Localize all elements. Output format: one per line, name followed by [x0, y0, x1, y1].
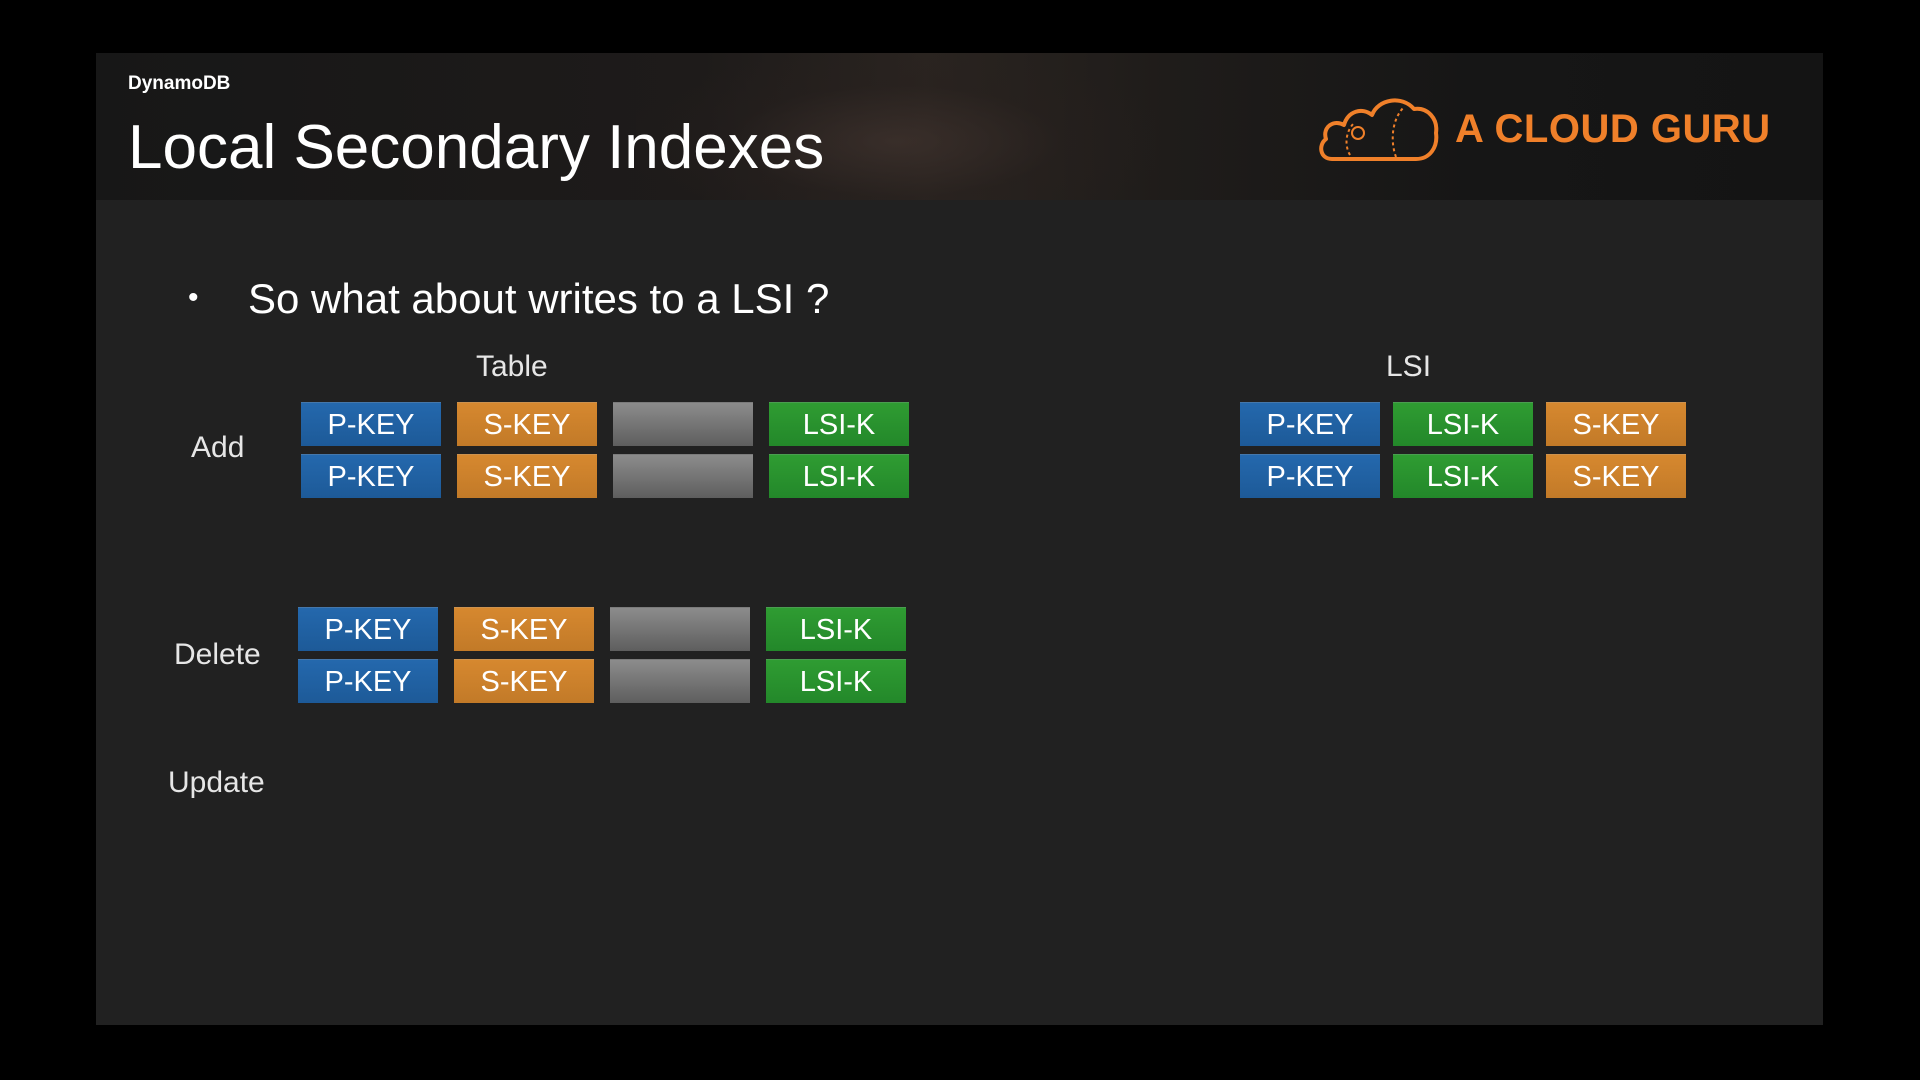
add-lsi-pkey-cell: P-KEY [1240, 454, 1380, 498]
delete-table-skey-cell: S-KEY [454, 659, 594, 703]
delete-table-attribute-cell [610, 659, 750, 703]
lsi-heading: LSI [1386, 350, 1432, 383]
update-label: Update [168, 766, 265, 799]
add-lsi-skey-cell: S-KEY [1546, 402, 1686, 446]
add-lsi-skey-cell: S-KEY [1546, 454, 1686, 498]
delete-table-pkey-cell: P-KEY [298, 659, 438, 703]
add-table-lsik-cell: LSI-K [769, 402, 909, 446]
slide-header: DynamoDB Local Secondary Indexes A CLOUD… [96, 53, 1823, 200]
delete-table-lsik-cell: LSI-K [766, 607, 906, 651]
add-table-attribute-cell [613, 402, 753, 446]
add-lsi-lsik-cell: LSI-K [1393, 402, 1533, 446]
delete-table-skey-cell: S-KEY [454, 607, 594, 651]
delete-table-attribute-cell [610, 607, 750, 651]
bullet-dot-icon: • [188, 281, 199, 314]
bullet-point: • So what about writes to a LSI ? [188, 275, 829, 323]
add-table-skey-cell: S-KEY [457, 454, 597, 498]
delete-label: Delete [174, 638, 261, 671]
add-lsi-lsik-cell: LSI-K [1393, 454, 1533, 498]
header-background-photo [636, 53, 1156, 200]
add-table-skey-cell: S-KEY [457, 402, 597, 446]
table-heading: Table [476, 350, 548, 383]
add-table-attribute-cell [613, 454, 753, 498]
add-lsi-pkey-cell: P-KEY [1240, 402, 1380, 446]
logo-text: A CLOUD GURU [1455, 107, 1771, 151]
delete-table-pkey-cell: P-KEY [298, 607, 438, 651]
add-table-pkey-cell: P-KEY [301, 454, 441, 498]
add-label: Add [191, 431, 245, 464]
brand-logo: A CLOUD GURU [1316, 89, 1786, 169]
cloud-logo-icon [1319, 98, 1439, 161]
bullet-text: So what about writes to a LSI ? [248, 275, 830, 322]
page-title: Local Secondary Indexes [128, 113, 825, 182]
slide: DynamoDB Local Secondary Indexes A CLOUD… [96, 53, 1823, 1025]
section-label: DynamoDB [128, 73, 231, 94]
add-table-pkey-cell: P-KEY [301, 402, 441, 446]
add-table-lsik-cell: LSI-K [769, 454, 909, 498]
delete-table-lsik-cell: LSI-K [766, 659, 906, 703]
